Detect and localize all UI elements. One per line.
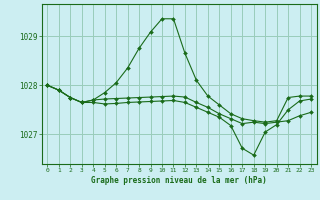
X-axis label: Graphe pression niveau de la mer (hPa): Graphe pression niveau de la mer (hPa) — [91, 176, 267, 185]
